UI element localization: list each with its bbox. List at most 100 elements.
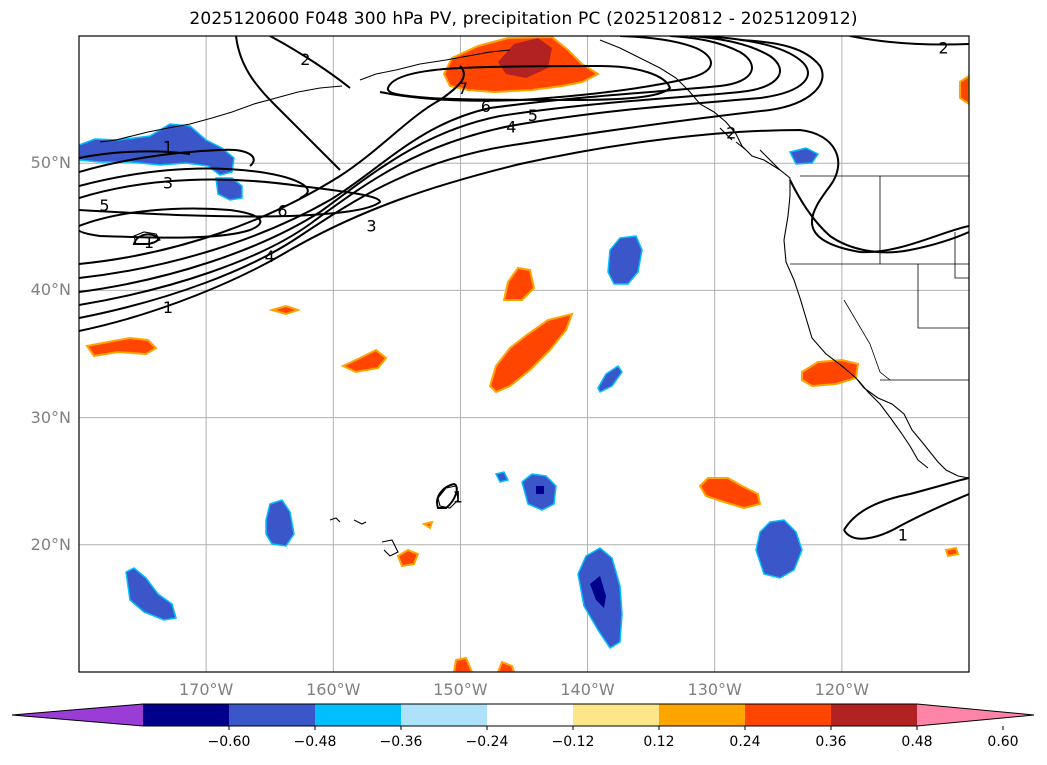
coastline-hawaii: [329, 517, 399, 557]
pv-contour-line: [79, 167, 309, 199]
precip-blob-west-b: [268, 304, 302, 316]
pv-contour-line: [79, 128, 969, 332]
colorbar-tick-label: 0.24: [729, 734, 761, 750]
coastline-north-america: [599, 39, 969, 479]
lat-tick-label: 50°N: [30, 153, 71, 173]
colorbar: [11, 703, 1035, 730]
precip-blob-central: [488, 312, 574, 394]
colorbar-tick-label: −0.60: [207, 734, 251, 750]
precip-blob-canada-coast: [959, 74, 969, 106]
contour-label: 1: [163, 298, 173, 317]
pv-contour-line: [79, 36, 753, 279]
coastline-baja: [857, 379, 929, 469]
precip-blob-neg-g: [125, 567, 177, 621]
contour-label: 3: [366, 217, 376, 236]
contour-label: 2: [938, 38, 948, 57]
colorbar-segment: [573, 704, 660, 726]
pv-contour-line: [79, 207, 262, 239]
precip-blob-gulf-alaska-core: [498, 38, 552, 78]
colorbar-tick-label: −0.24: [465, 734, 509, 750]
lon-tick-label: 120°W: [814, 680, 870, 699]
pv-contour-line: [79, 178, 382, 218]
precip-blob-neg-d: [494, 471, 510, 483]
pv-contour-line: [79, 65, 465, 265]
colorbar-segment: [831, 704, 918, 726]
state-boundaries: [790, 175, 969, 381]
precip-blob-neg-f: [755, 519, 803, 579]
precip-blob-bc: [788, 147, 820, 165]
contour-label: 5: [528, 106, 538, 125]
precip-blob-neg-a: [607, 235, 643, 285]
precip-blob-west-a: [85, 336, 158, 358]
lon-tick-label: 150°W: [433, 680, 488, 699]
colorbar-tick-label: 0.48: [901, 734, 933, 750]
contour-label: 7: [458, 79, 468, 98]
lat-tick-label: 20°N: [30, 534, 71, 554]
pv-contour-line: [235, 36, 341, 171]
contour-label: 5: [99, 196, 109, 215]
pv-contour-line: [843, 477, 969, 531]
colorbar-extend-high: [917, 704, 1034, 726]
contour-label: 1: [163, 138, 173, 157]
colorbar-segment: [143, 704, 230, 726]
colorbar-segment: [745, 704, 832, 726]
lat-tick-label: 40°N: [30, 280, 71, 300]
lon-tick-label: 130°W: [687, 680, 742, 699]
contour-label: 1: [898, 526, 908, 545]
pv-contour-line: [789, 179, 969, 254]
pv-contour-line: [849, 36, 969, 46]
pv-contour-line: [79, 150, 191, 159]
colorbar-tick-label: −0.12: [551, 734, 595, 750]
pv-contour-line: [379, 36, 712, 102]
colorbar-outline: [11, 703, 1035, 727]
colorbar-tick-label: −0.36: [379, 734, 423, 750]
coastline-alaska-peninsula: [359, 49, 511, 81]
lon-tick-label: 140°W: [560, 680, 615, 699]
colorbar-segment: [487, 704, 574, 726]
precip-blob-aleutian: [79, 123, 235, 176]
precip-blob-neg-e: [265, 499, 295, 547]
precip-blob-mid-a: [340, 348, 388, 374]
contour-label: 3: [163, 173, 173, 192]
colorbar-segment: [401, 704, 488, 726]
lat-tick-label: 30°N: [30, 407, 71, 427]
contour-label: 4: [506, 117, 516, 136]
pv-contour-line: [79, 36, 809, 306]
precip-blob-bottom-a: [452, 656, 474, 672]
precip-blob-aleutian-tail: [215, 177, 243, 201]
precip-blob-east-a: [698, 477, 762, 510]
pv-contours: [79, 36, 969, 540]
contour-label: 1: [453, 487, 463, 506]
coastline-bc-islands: [719, 127, 781, 171]
lon-tick-label: 170°W: [178, 680, 234, 699]
precip-blob-small-b: [421, 520, 434, 530]
contour-label: 2: [726, 124, 736, 143]
colorbar-tick-label: −0.48: [293, 734, 337, 750]
colorbar-segment: [315, 704, 402, 726]
precip-blob-small-c: [944, 546, 960, 558]
precip-blob-bottom-b: [496, 660, 516, 672]
lon-tick-label: 160°W: [306, 680, 361, 699]
precip-blob-mid-b: [502, 266, 536, 301]
precip-blob-neg-b: [597, 364, 623, 394]
colorbar-tick-label: 0.60: [987, 734, 1019, 750]
pv-contour-line: [79, 148, 255, 173]
precip-blob-neg-h-core: [590, 576, 606, 608]
pv-contour-line: [79, 39, 824, 319]
precip-shading: [79, 36, 969, 672]
contour-label: 2: [300, 50, 310, 69]
colorbar-segment: [229, 704, 316, 726]
pv-contour-line: [843, 493, 969, 540]
precip-blob-neg-c-core: [536, 486, 544, 494]
pv-contour-line: [132, 233, 160, 245]
contour-label: 6: [277, 201, 287, 220]
precip-blob-small-a: [396, 548, 420, 568]
colorbar-tick-label: 0.36: [815, 734, 847, 750]
colorbar-segment: [659, 704, 746, 726]
coastline-aleutians: [99, 85, 343, 143]
colorbar-tick-label: 0.12: [643, 734, 675, 750]
colorbar-extend-low: [12, 704, 143, 726]
contour-label: 1: [144, 233, 154, 252]
